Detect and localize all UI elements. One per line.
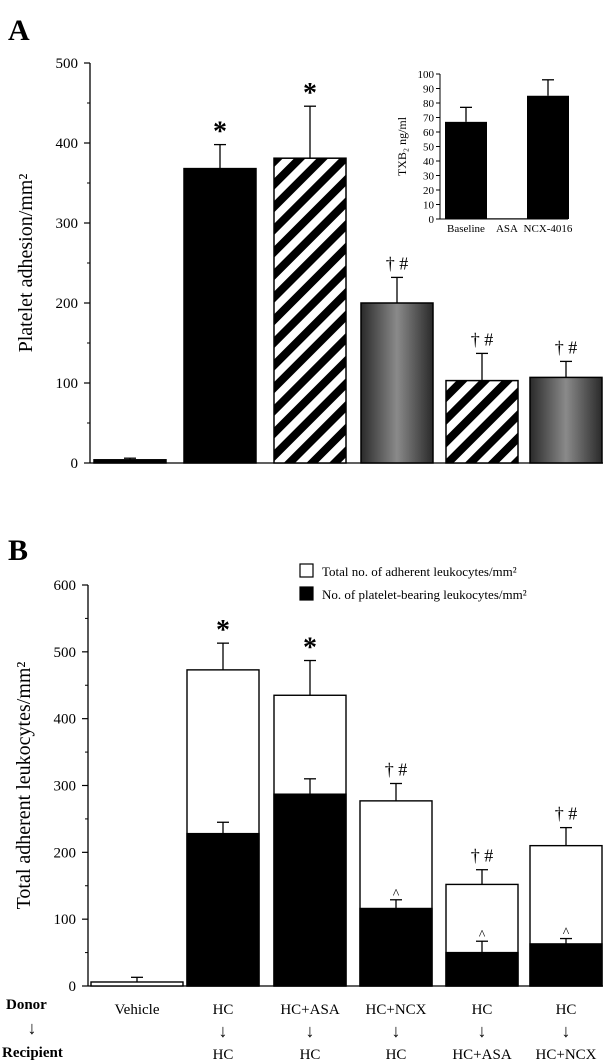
panel-a-bar [273,157,347,464]
panel-b-y-tick-label: 400 [54,712,77,728]
recipient-label: HC+NCX [536,1047,597,1062]
panel-a-bar-annotation: † # [471,329,494,349]
panel-b-total-annotation: * [303,633,317,664]
panel-a-bar-annotation: * [213,117,227,148]
donor-recipient-arrow: ↓ [219,1021,228,1041]
panel-b-total-annotation: † # [555,804,578,824]
donor-recipient-arrow: ↓ [392,1021,401,1041]
recipient-label: HC+ASA [452,1047,511,1062]
inset-category-label: ASA [496,223,518,235]
donor-arrow: ↓ [28,1018,37,1038]
recipient-label: HC [300,1047,321,1062]
donor-label: Vehicle [115,1002,160,1018]
panel-b-platelet-annotation: ^ [479,928,486,943]
panel-a-bar-annotation: * [303,78,317,109]
donor-label: HC [556,1002,577,1018]
inset-bar [527,95,569,219]
donor-label: HC+NCX [366,1002,427,1018]
panel-a-bar-annotation: † # [555,337,578,357]
donor-recipient-arrow: ↓ [306,1021,315,1041]
panel-b-y-tick-label: 300 [54,779,77,795]
panel-b-bar-platelet [445,951,519,987]
panel-b-platelet-annotation: ^ [393,887,400,902]
recipient-label: HC [386,1047,407,1062]
panel-b-y-label: Total adherent leukocytes/mm² [13,662,35,910]
panel-a-y-tick-label: 300 [56,216,79,232]
panel-b-y-tick-label: 500 [54,645,77,661]
panel-a-bar [183,167,257,464]
inset-y-tick-label: 80 [423,98,435,110]
donor-recipient-arrow: ↓ [562,1021,571,1041]
panel-b-bar-platelet [359,907,433,987]
donor-row-title: Donor [6,997,47,1013]
inset-y-tick-label: 10 [423,200,435,212]
panel-b-y-tick-label: 0 [69,979,77,995]
inset-y-tick-label: 20 [423,185,435,197]
panel-b: B 0 100 200 300 400 500 600 Total adherent leuko… [2,534,603,1062]
donor-label: HC [472,1002,493,1018]
inset-y-tick-label: 100 [418,69,435,81]
panel-a-bar [93,459,167,464]
panel-a-y-tick-label: 100 [56,376,79,392]
panel-a-bar [360,302,434,464]
panel-b-total-annotation: † # [471,846,494,866]
legend-swatch-total [299,563,314,578]
panel-a-y-tick-label: 200 [56,296,79,312]
legend-label-platelet: No. of platelet-bearing leukocytes/mm² [322,587,527,602]
inset-y-tick-label: 50 [423,142,435,154]
panel-b-y-tick-label: 200 [54,845,77,861]
panel-b-y-tick-label: 600 [54,578,77,594]
recipient-label: HC [213,1047,234,1062]
panel-a-bar [445,379,519,464]
inset-bar [486,218,528,220]
panel-a-letter: A [8,14,30,47]
inset-category-label: Baseline [447,223,485,235]
inset-y-label: TXB₂ ng/ml [395,116,409,176]
inset-y-tick-label: 90 [423,84,435,96]
donor-recipient-arrow: ↓ [478,1021,487,1041]
inset-y-tick-label: 30 [423,171,435,183]
panel-a-y-tick-label: 400 [56,136,79,152]
panel-b-total-annotation: * [216,615,230,646]
inset-y-tick-label: 0 [429,214,435,226]
legend-swatch-platelet [299,586,314,601]
panel-a-y-tick-label: 500 [56,56,79,72]
panel-b-bar-platelet [273,793,347,987]
legend-label-total: Total no. of adherent leukocytes/mm² [322,564,517,579]
inset-bar [445,121,487,219]
donor-label: HC [213,1002,234,1018]
donor-label: HC+ASA [280,1002,339,1018]
panel-a-bar [529,376,603,464]
panel-a-y-tick-label: 0 [71,456,79,472]
recipient-row-title: Recipient [2,1045,63,1061]
inset-y-tick-label: 60 [423,127,435,139]
panel-b-bar-platelet [186,832,260,987]
inset-category-label: NCX-4016 [524,223,573,235]
panel-b-letter: B [8,534,28,567]
inset-y-tick-label: 40 [423,156,435,168]
panel-b-y-tick-label: 100 [54,912,77,928]
panel-b-bar-total [90,981,184,987]
panel-a-bar-annotation: † # [386,253,409,273]
inset-y-tick-label: 70 [423,113,435,125]
panel-b-bar-platelet [529,943,603,987]
panel-b-platelet-annotation: ^ [563,926,570,941]
panel-a-y-label: Platelet adhesion/mm² [15,174,37,353]
panel-b-total-annotation: † # [385,759,408,779]
